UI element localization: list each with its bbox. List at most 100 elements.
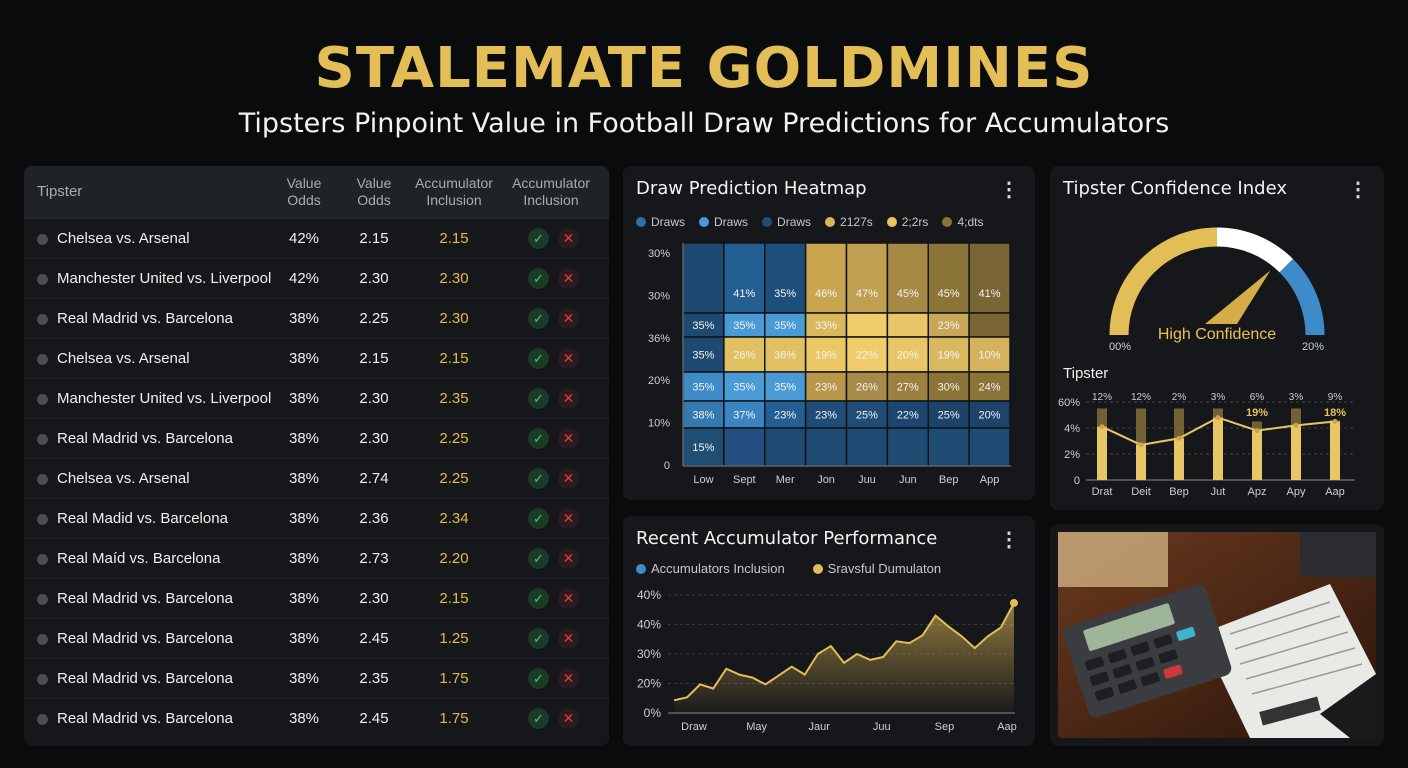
exclude-cross-icon[interactable]: ✕ xyxy=(558,268,579,289)
exclude-cross-icon[interactable]: ✕ xyxy=(558,508,579,529)
include-check-icon[interactable]: ✓ xyxy=(528,468,549,489)
include-check-icon[interactable]: ✓ xyxy=(528,668,549,689)
value-odds: 2.45 xyxy=(359,630,389,647)
exclude-cross-icon[interactable]: ✕ xyxy=(558,388,579,409)
table-row[interactable]: Real Madrid vs. Barcelona 38% 2.25 2.30 … xyxy=(24,298,609,338)
include-check-icon[interactable]: ✓ xyxy=(528,308,549,329)
heatmap-cell xyxy=(927,427,970,467)
value-odds: 2.30 xyxy=(359,270,389,287)
x-tick-label: Aap xyxy=(997,721,1017,733)
exclude-cross-icon[interactable]: ✕ xyxy=(558,628,579,649)
include-check-icon[interactable]: ✓ xyxy=(528,508,549,529)
value-odds: 2.73 xyxy=(359,550,389,567)
exclude-cross-icon[interactable]: ✕ xyxy=(558,428,579,449)
heatmap-cell xyxy=(764,427,807,467)
column-header-accumulator-inclusion[interactable]: Accumulator Inclusion xyxy=(415,175,493,208)
legend-label: 2127s xyxy=(840,215,873,229)
exclude-cross-icon[interactable]: ✕ xyxy=(558,468,579,489)
table-row[interactable]: Real Madrid vs. Barcelona 38% 2.30 2.25 … xyxy=(24,418,609,458)
include-check-icon[interactable]: ✓ xyxy=(528,268,549,289)
table-row[interactable]: Manchester United vs. Liverpool 42% 2.30… xyxy=(24,258,609,298)
table-row[interactable]: Chelsea vs. Arsenal 42% 2.15 2.15 ✓ ✕ xyxy=(24,218,609,258)
table-row[interactable]: Real Madrid vs. Barcelona 38% 2.45 1.75 … xyxy=(24,698,609,738)
trend-point xyxy=(1099,424,1105,430)
exclude-cross-icon[interactable]: ✕ xyxy=(558,308,579,329)
accumulator-odds: 2.20 xyxy=(439,550,469,567)
y-tick-label: 40% xyxy=(637,588,661,602)
match-name: Manchester United vs. Liverpool xyxy=(57,270,272,287)
x-tick-label: Juu xyxy=(858,474,876,486)
legend-label: 4;dts xyxy=(957,215,984,229)
value-odds: 2.45 xyxy=(359,710,389,727)
y-tick-label: 2% xyxy=(1064,449,1080,461)
heatmap-cell-label: 35% xyxy=(692,350,714,362)
exclude-cross-icon[interactable]: ✕ xyxy=(558,588,579,609)
include-check-icon[interactable]: ✓ xyxy=(528,628,549,649)
accumulator-odds: 2.34 xyxy=(439,510,469,527)
table-row[interactable]: Real Madrid vs. Barcelona 38% 2.35 1.75 … xyxy=(24,658,609,698)
legend-dot-icon xyxy=(812,563,823,574)
table-row[interactable]: Manchester United vs. Liverpool 38% 2.30… xyxy=(24,378,609,418)
y-tick-label: 30% xyxy=(648,248,670,260)
draw-prediction-heatmap-panel: Draw Prediction Heatmap ⋮ Draws Draws Draw… xyxy=(623,166,1035,500)
heatmap-cell xyxy=(764,371,807,402)
match-name: Real Madrid vs. Barcelona xyxy=(57,310,233,327)
more-options-icon[interactable]: ⋮ xyxy=(999,179,1019,201)
bar-top xyxy=(1097,408,1107,429)
bar-top xyxy=(1136,408,1146,447)
include-check-icon[interactable]: ✓ xyxy=(528,428,549,449)
bar-top-label: 3% xyxy=(1289,392,1304,403)
legend-item: Draws xyxy=(636,215,685,229)
heatmap-cell-label: 37% xyxy=(733,410,755,422)
trend-point xyxy=(1215,415,1221,421)
x-tick-label: Bep xyxy=(939,474,959,486)
table-row[interactable]: Chelsea vs. Arsenal 38% 2.74 2.25 ✓ ✕ xyxy=(24,458,609,498)
performance-title: Recent Accumulator Performance xyxy=(636,528,938,549)
accumulator-odds: 1.75 xyxy=(439,710,469,727)
performance-line xyxy=(673,602,1015,702)
match-name: Real Maíd vs. Barcelona xyxy=(57,550,221,567)
draw-probability: 38% xyxy=(288,430,320,447)
more-options-icon[interactable]: ⋮ xyxy=(999,529,1019,551)
trend-point xyxy=(1176,435,1182,441)
table-row[interactable]: Chelsea vs. Arsenal 38% 2.15 2.15 ✓ ✕ xyxy=(24,338,609,378)
table-row[interactable]: Real Madrid vs. Barcelona 38% 2.45 1.25 … xyxy=(24,618,609,658)
bar xyxy=(1213,417,1223,480)
column-header-value-odds[interactable]: Value Odds xyxy=(286,175,322,208)
status-dot xyxy=(37,554,48,565)
include-check-icon[interactable]: ✓ xyxy=(528,588,549,609)
match-name: Real Madid vs. Barcelona xyxy=(57,510,228,527)
heatmap-cell xyxy=(886,336,929,373)
exclude-cross-icon[interactable]: ✕ xyxy=(558,668,579,689)
accumulator-odds: 2.25 xyxy=(439,470,469,487)
heatmap-cell xyxy=(927,312,970,338)
exclude-cross-icon[interactable]: ✕ xyxy=(558,708,579,729)
x-tick-label: Aap xyxy=(1325,486,1345,498)
exclude-cross-icon[interactable]: ✕ xyxy=(558,228,579,249)
match-name: Chelsea vs. Arsenal xyxy=(57,230,190,247)
table-row[interactable]: Real Madid vs. Barcelona 38% 2.36 2.34 ✓… xyxy=(24,498,609,538)
column-header-value-odds-2[interactable]: Value Odds xyxy=(356,175,392,208)
table-row[interactable]: Real Maíd vs. Barcelona 38% 2.73 2.20 ✓ … xyxy=(24,538,609,578)
exclude-cross-icon[interactable]: ✕ xyxy=(558,348,579,369)
heatmap-cell-label: 36% xyxy=(774,350,796,362)
performance-legend: Accumulators Inclusion Sravsful Dumulaton xyxy=(636,561,941,576)
column-header-tipster[interactable]: Tipster xyxy=(37,183,83,200)
include-check-icon[interactable]: ✓ xyxy=(528,388,549,409)
tipster-confidence-panel: Tipster Confidence Index ⋮ High Confiden… xyxy=(1050,166,1384,510)
bar-top-label: 12% xyxy=(1131,392,1151,403)
table-row[interactable]: Real Madrid vs. Barcelona 38% 2.30 2.15 … xyxy=(24,578,609,618)
heatmap-cell-label: 23% xyxy=(938,320,960,332)
status-dot xyxy=(37,234,48,245)
more-options-icon[interactable]: ⋮ xyxy=(1348,179,1368,201)
exclude-cross-icon[interactable]: ✕ xyxy=(558,548,579,569)
draw-probability: 42% xyxy=(288,270,320,287)
include-check-icon[interactable]: ✓ xyxy=(528,708,549,729)
include-check-icon[interactable]: ✓ xyxy=(528,228,549,249)
include-check-icon[interactable]: ✓ xyxy=(528,548,549,569)
trend-point xyxy=(1138,442,1144,448)
include-check-icon[interactable]: ✓ xyxy=(528,348,549,369)
heatmap-cell-label: 23% xyxy=(774,410,796,422)
column-header-accumulator-inclusion-2[interactable]: Accumulator Inclusion xyxy=(512,175,590,208)
y-tick-label: 10% xyxy=(648,418,670,430)
